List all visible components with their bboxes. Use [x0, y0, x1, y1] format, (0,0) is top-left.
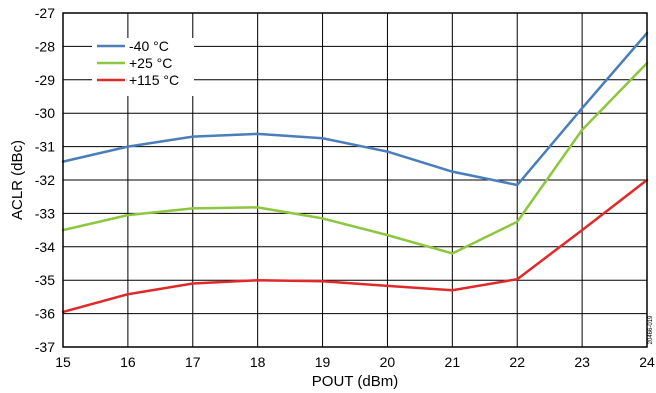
x-tick-label: 18: [250, 354, 266, 370]
y-tick-label: -31: [35, 139, 55, 155]
x-tick-label: 24: [639, 354, 655, 370]
y-tick-label: -27: [35, 5, 55, 21]
x-tick-label: 22: [509, 354, 525, 370]
y-tick-label: -34: [35, 239, 55, 255]
x-tick-label: 23: [574, 354, 590, 370]
series-lines: [61, 31, 649, 314]
y-tick-label: -36: [35, 306, 55, 322]
legend-background: [92, 38, 194, 96]
series-line: [61, 31, 649, 187]
figure-id: 20466-019: [648, 315, 654, 344]
y-tick-label: -37: [35, 339, 55, 355]
x-tick-label: 21: [445, 354, 461, 370]
y-tick-label: -30: [35, 105, 55, 121]
legend-label: -40 °C: [129, 38, 169, 54]
y-tick-label: -33: [35, 205, 55, 221]
series-line: [61, 61, 649, 255]
plot-frame: [62, 12, 648, 348]
y-tick-labels: -27 -28 -29 -30 -31 -32 -33 -34 -35 -36 -37: [35, 5, 55, 355]
legend-label: +115 °C: [129, 72, 179, 88]
y-axis-title: ACLR (dBc): [9, 140, 26, 220]
y-tick-label: -32: [35, 172, 55, 188]
x-tick-labels: 15 16 17 18 19 20 21 22 23 24: [55, 354, 655, 370]
y-tick-label: -28: [35, 38, 55, 54]
y-tick-label: -35: [35, 272, 55, 288]
x-axis-title: POUT (dBm): [312, 373, 398, 390]
x-tick-label: 16: [120, 354, 136, 370]
y-tick-label: -29: [35, 72, 55, 88]
x-tick-label: 17: [185, 354, 201, 370]
x-tick-label: 20: [380, 354, 396, 370]
x-tick-label: 19: [315, 354, 331, 370]
x-tick-label: 15: [55, 354, 71, 370]
legend: -40 °C+25 °C+115 °C: [92, 38, 194, 96]
series-line: [61, 178, 649, 314]
legend-label: +25 °C: [129, 55, 172, 71]
